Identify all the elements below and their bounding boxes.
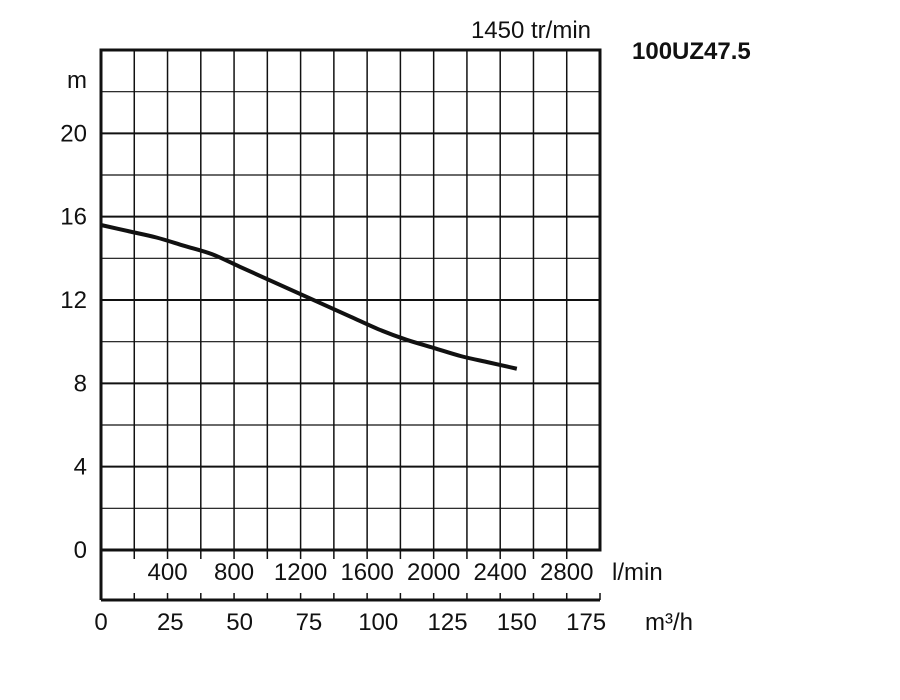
y-tick-label: 0 [74, 537, 87, 564]
x-tick-label: 0 [94, 609, 107, 636]
series-line [100, 223, 518, 371]
y-axis-label: m [67, 67, 87, 94]
y-tick-label: 4 [74, 454, 87, 481]
x-tick-label: 50 [226, 609, 253, 636]
lmin-tick-label: 1200 [274, 559, 327, 586]
chart-series [100, 223, 518, 371]
y-tick-label: 12 [60, 287, 87, 314]
chart-grid [101, 50, 600, 550]
y-tick-label: 20 [60, 120, 87, 147]
chart-subtitle: 1450 tr/min [471, 17, 591, 44]
lmin-tick-label: 400 [148, 559, 188, 586]
x-tick-label: 150 [497, 609, 537, 636]
y-tick-label: 8 [74, 370, 87, 397]
lmin-tick-label: 2000 [407, 559, 460, 586]
plot-frame [99, 48, 602, 552]
x-axis-label: m³/h [645, 609, 693, 636]
lmin-tick-label: 2800 [540, 559, 593, 586]
chart-title: 100UZ47.5 [632, 38, 751, 65]
lmin-tick-label: 1600 [340, 559, 393, 586]
chart-labels: 100UZ47.5 1450 tr/min m l/min m³/h 0 4 8 12… [60, 17, 750, 636]
y-tick-label: 16 [60, 204, 87, 231]
lmin-tick-label: 2400 [474, 559, 527, 586]
x-tick-label: 25 [157, 609, 184, 636]
x-tick-label: 75 [296, 609, 323, 636]
x-tick-label: 100 [358, 609, 398, 636]
x-axis-flow-lmin-label: l/min [612, 559, 663, 586]
lmin-tick-label: 800 [214, 559, 254, 586]
x-tick-label: 175 [566, 609, 606, 636]
chart-axes [99, 48, 602, 602]
x-tick-label: 125 [428, 609, 468, 636]
